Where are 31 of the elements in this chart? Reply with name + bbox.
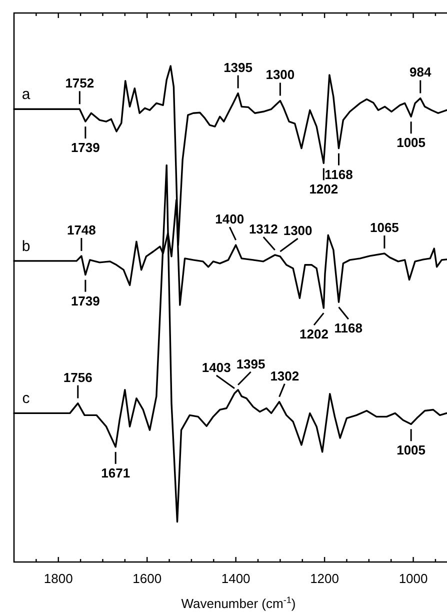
series-label: a bbox=[22, 86, 31, 104]
annotation: 1739 bbox=[70, 293, 100, 308]
annotation: 1395 bbox=[224, 60, 253, 75]
annotation: 1400 bbox=[215, 212, 244, 227]
annotation: 1395 bbox=[236, 356, 266, 372]
annotation: 1202 bbox=[309, 182, 338, 197]
x-axis-title: Wavenumber (cm$^{-1}$) bbox=[181, 595, 296, 611]
annotation: 1005 bbox=[396, 135, 426, 150]
annotation: 1300 bbox=[283, 222, 312, 238]
annotation: 1312 bbox=[248, 221, 278, 236]
annotation: 1748 bbox=[66, 222, 96, 238]
annotation: 1300 bbox=[266, 67, 295, 82]
annotation: 984 bbox=[410, 64, 432, 80]
annotation: 1065 bbox=[370, 220, 399, 235]
annotation: 1671 bbox=[101, 465, 130, 480]
annotation: 1202 bbox=[300, 326, 328, 342]
annotation: 1752 bbox=[65, 76, 94, 91]
annotation: 1739 bbox=[70, 140, 100, 156]
x-tick-label: 1800 bbox=[44, 571, 73, 586]
series-label: c bbox=[22, 390, 30, 408]
annotation: 1168 bbox=[334, 320, 363, 336]
annotation: 1302 bbox=[270, 368, 300, 384]
x-tick-label: 1200 bbox=[310, 571, 340, 586]
annotation: 1168 bbox=[324, 166, 353, 182]
x-tick-label: 1400 bbox=[221, 571, 250, 586]
annotation: 1005 bbox=[396, 442, 426, 458]
annotation: 1403 bbox=[202, 360, 231, 375]
x-tick-label: 1000 bbox=[398, 571, 428, 586]
series-label: b bbox=[22, 238, 30, 255]
annotation: 1756 bbox=[63, 370, 92, 385]
x-tick-label: 1600 bbox=[132, 571, 162, 586]
